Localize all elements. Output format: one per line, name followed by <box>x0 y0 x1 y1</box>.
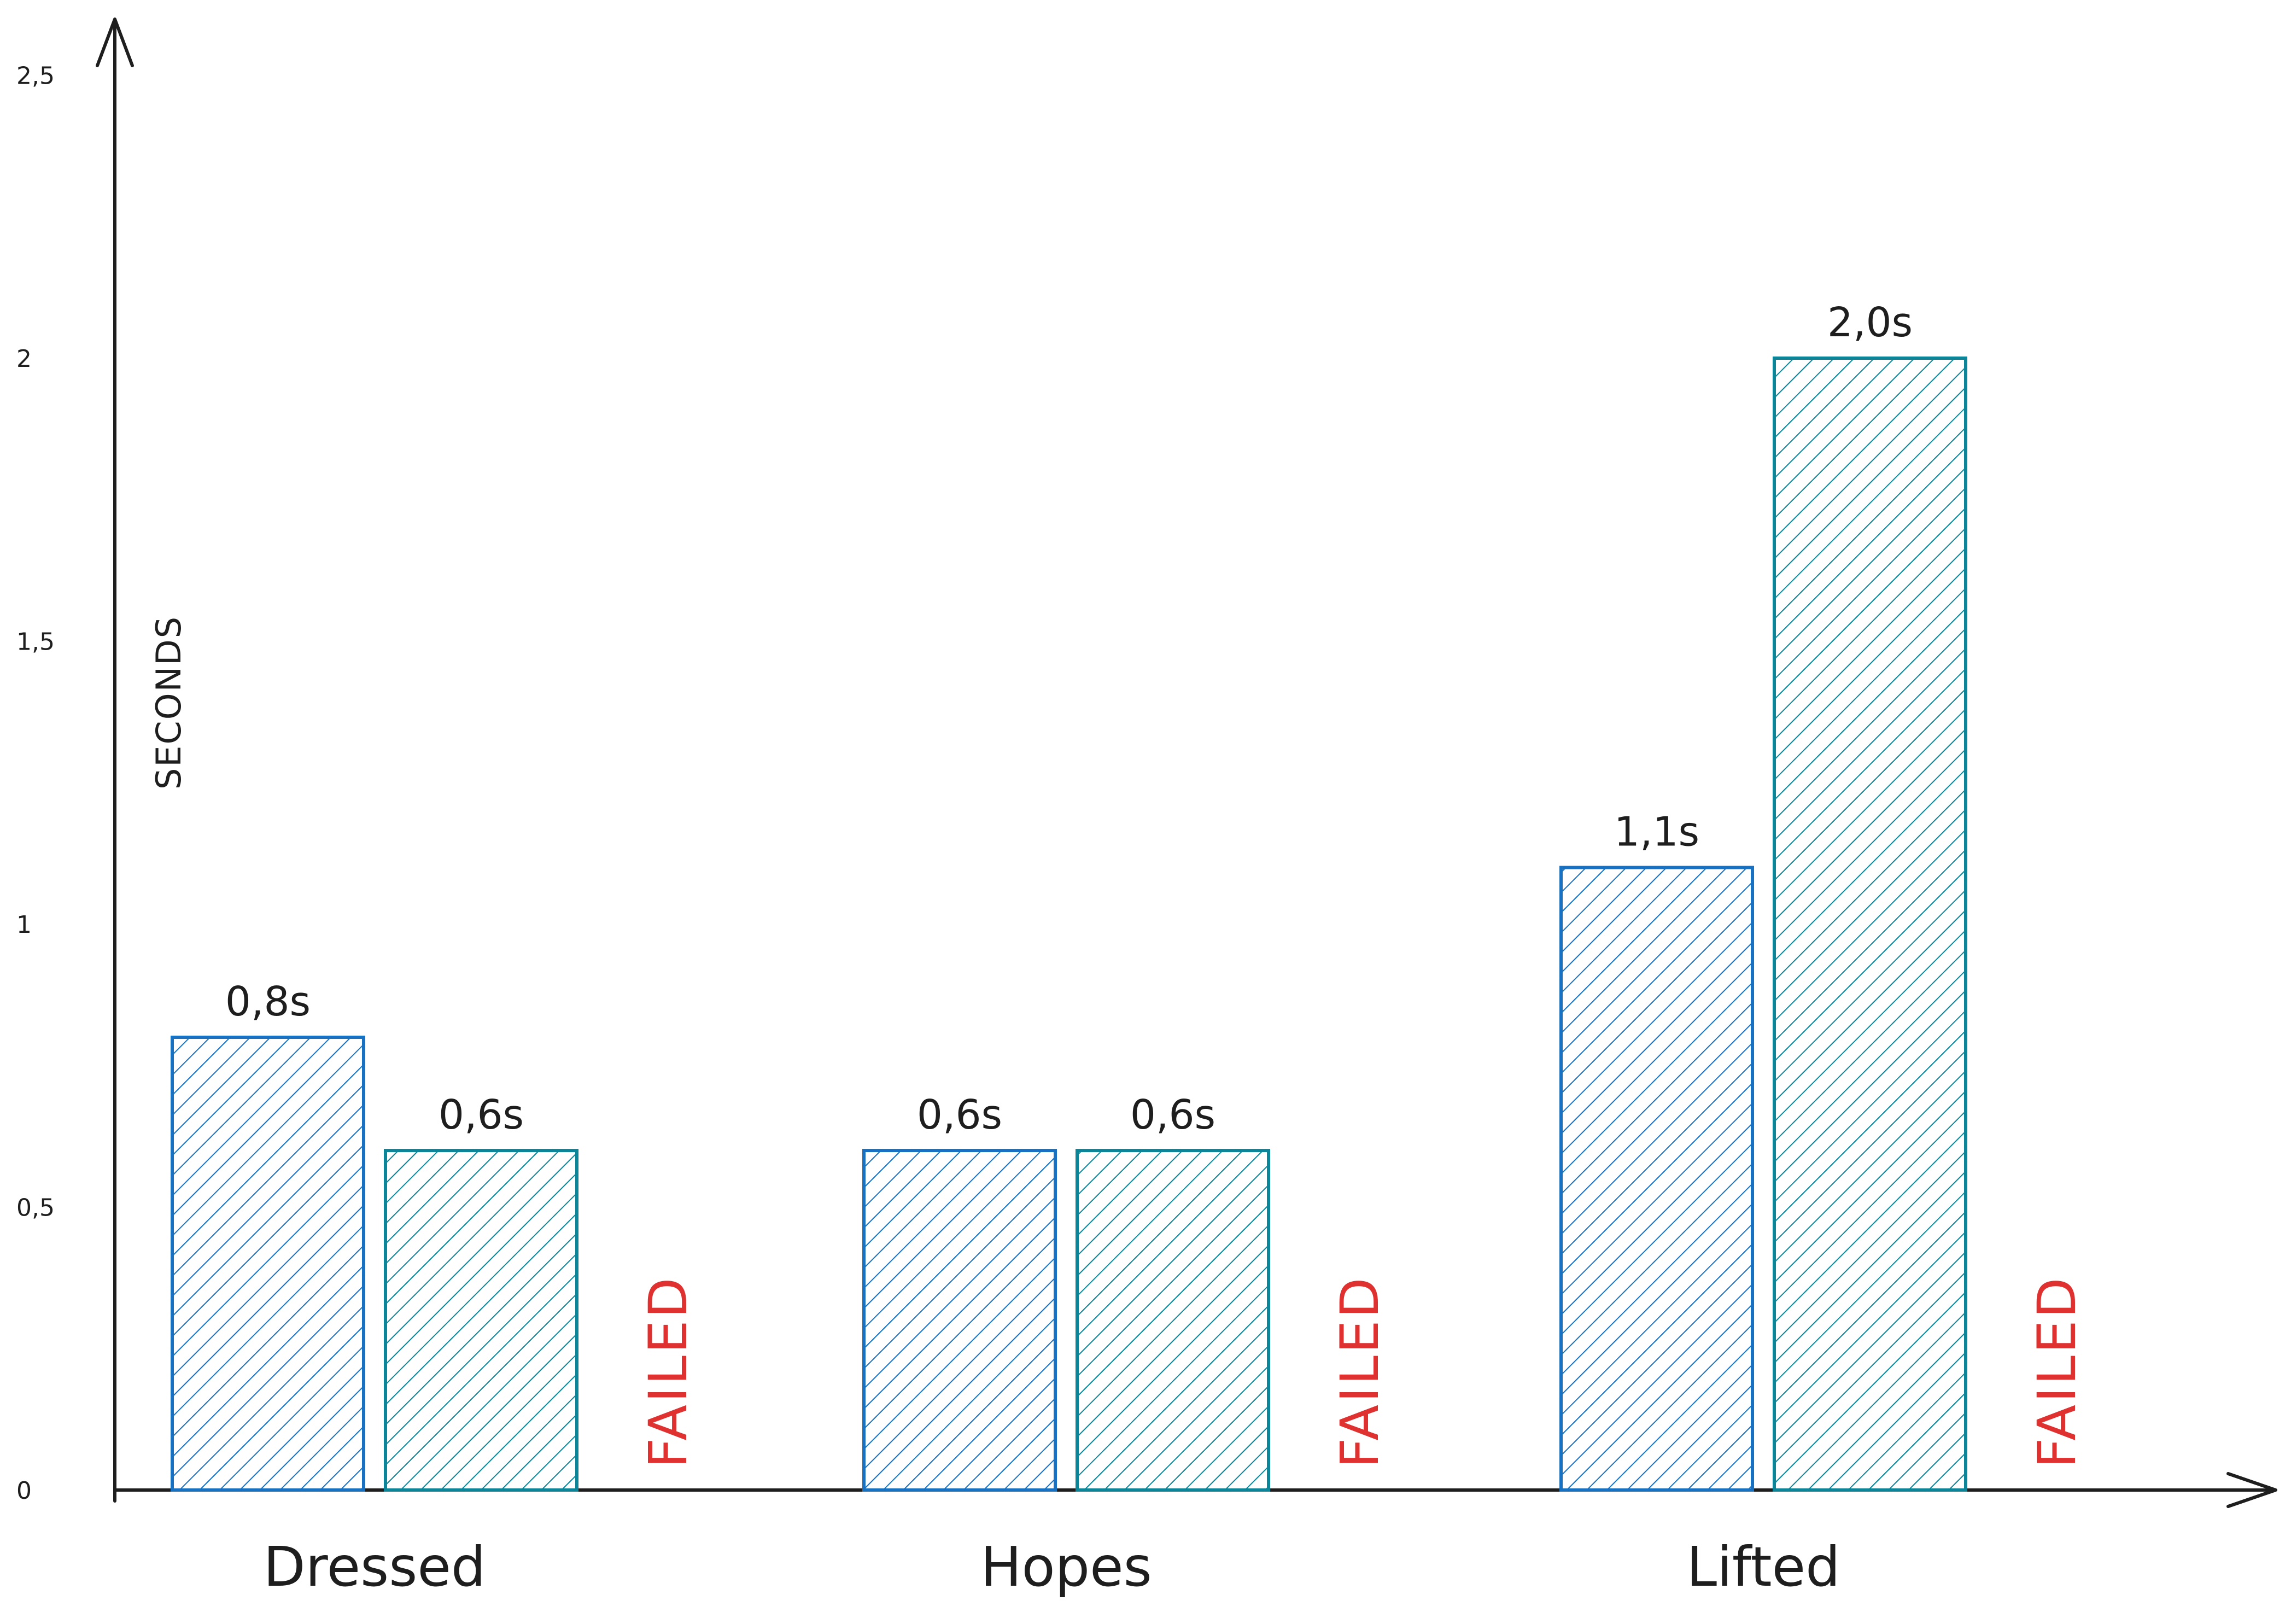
y-tick-label: 0,5 <box>16 1194 55 1222</box>
bar <box>1076 1149 1270 1492</box>
failed-label: FAILED <box>1329 1276 1390 1468</box>
y-axis-arrow <box>96 17 134 67</box>
bar-value-label: 1,1s <box>1614 809 1699 856</box>
bar <box>384 1149 578 1492</box>
failed-label: FAILED <box>2026 1276 2088 1468</box>
x-axis-arrow <box>2226 1472 2277 1508</box>
bar-value-label: 0,6s <box>1130 1091 1215 1138</box>
x-category-label: Lifted <box>1686 1535 1840 1599</box>
bar-value-label: 0,6s <box>439 1091 524 1138</box>
y-tick-label: 2 <box>16 345 32 373</box>
x-category-label: Dressed <box>264 1535 486 1599</box>
x-category-label: Hopes <box>980 1535 1152 1599</box>
y-tick-label: 2,5 <box>16 62 55 90</box>
y-tick-label: 1 <box>16 911 32 939</box>
bar-value-label: 0,6s <box>917 1091 1002 1138</box>
failed-label: FAILED <box>638 1276 699 1468</box>
y-tick-label: 1,5 <box>16 628 55 656</box>
bar <box>862 1149 1057 1492</box>
bar <box>1773 357 1967 1492</box>
y-tick-label: 0 <box>16 1477 32 1505</box>
bar-value-label: 2,0s <box>1827 299 1913 346</box>
bar <box>171 1036 365 1492</box>
bar <box>1559 866 1754 1492</box>
bar-value-label: 0,8s <box>225 978 311 1025</box>
y-axis-label: SECONDS <box>149 616 189 790</box>
